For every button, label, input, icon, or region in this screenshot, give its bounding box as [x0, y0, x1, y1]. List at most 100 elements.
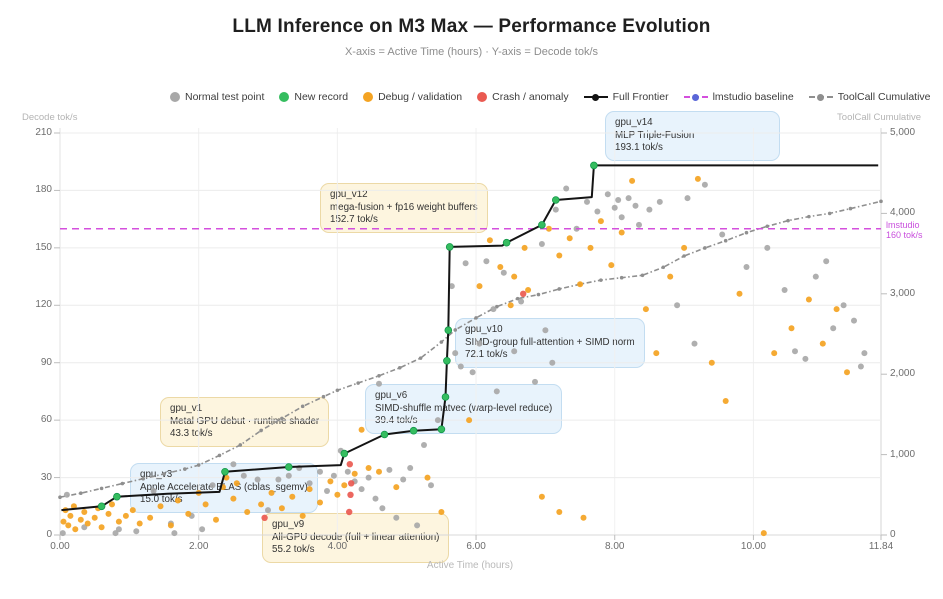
scatter-point	[840, 302, 847, 309]
scatter-point	[317, 468, 323, 475]
scatter-point	[133, 528, 140, 535]
legend-label: lmstudio baseline	[712, 91, 794, 103]
scatter-point	[694, 175, 701, 182]
scatter-point	[136, 520, 143, 527]
scatter-point	[629, 177, 636, 184]
legend-label: New record	[294, 91, 349, 103]
legend-item[interactable]: lmstudio baseline	[683, 91, 794, 103]
scatter-point	[209, 482, 216, 489]
scatter-point	[788, 325, 795, 332]
toolcall-marker	[397, 365, 402, 370]
legend-item[interactable]: Full Frontier	[583, 91, 669, 103]
scatter-point	[584, 198, 590, 205]
toolcall-marker	[619, 275, 624, 280]
toolcall-cumulative-line	[58, 199, 883, 500]
new-record-point	[590, 161, 598, 170]
toolcall-marker	[162, 472, 166, 476]
scatter-point	[833, 306, 840, 313]
scatter-point	[265, 507, 271, 514]
toolcall-marker	[99, 486, 104, 491]
scatter-point	[115, 518, 122, 525]
toolcall-marker	[321, 394, 326, 399]
scatter-point	[844, 369, 850, 376]
scatter-point	[667, 273, 674, 280]
annotation-gpu_v9: gpu_v9 All-GPU decode (full + linear atte…	[262, 513, 450, 563]
scatter-point	[407, 465, 414, 471]
scatter-point	[438, 509, 445, 515]
new-record-point	[437, 425, 446, 434]
scatter-point	[805, 296, 812, 303]
scatter-point	[109, 501, 115, 508]
scatter-point	[760, 530, 767, 537]
scatter-point	[202, 501, 209, 508]
scatter-point	[608, 262, 615, 269]
scatter-point	[722, 398, 729, 404]
scatter-point	[656, 198, 663, 205]
scatter-point	[348, 480, 355, 487]
y-left-axis-title: Decode tok/s	[22, 112, 78, 123]
new-record-point	[443, 356, 451, 365]
scatter-point	[230, 495, 237, 502]
toolcall-marker	[744, 230, 749, 235]
scatter-point	[289, 493, 296, 500]
toolcall-marker	[765, 224, 770, 229]
scatter-point	[421, 442, 427, 448]
scatter-point	[632, 202, 639, 209]
legend-item[interactable]: Crash / anomaly	[477, 91, 569, 103]
scatter-point	[861, 350, 868, 357]
toolcall-marker	[536, 292, 541, 297]
toolcall-marker	[377, 374, 381, 378]
annotation-desc: SIMD-group full-attention + SIMD norm	[465, 336, 635, 348]
scatter-point	[708, 359, 715, 366]
scatter-point	[400, 476, 407, 483]
scatter-point	[597, 218, 604, 225]
scatter-point	[674, 302, 681, 309]
scatter-point	[476, 340, 483, 347]
scatter-point	[346, 461, 353, 468]
new-record-point	[444, 326, 453, 335]
scatter-point	[365, 465, 372, 471]
legend-item[interactable]: ToolCall Cumulative	[808, 91, 931, 103]
scatter-point	[393, 484, 400, 491]
legend-item[interactable]: Normal test point	[170, 91, 264, 103]
scatter-point	[115, 526, 122, 533]
scatter-point	[719, 231, 726, 238]
debug-validation-points	[60, 175, 850, 537]
scatter-point	[552, 206, 559, 213]
scatter-point	[625, 195, 632, 202]
annotation-id: gpu_v10	[465, 324, 503, 335]
scatter-point	[646, 206, 653, 213]
toolcall-marker	[640, 273, 645, 278]
scatter-point	[330, 472, 337, 479]
toolcall-marker	[879, 199, 883, 204]
annotation-value: 72.1 tok/s	[465, 349, 508, 360]
scatter-point	[379, 505, 386, 512]
scatter-point	[317, 499, 323, 506]
scatter-point	[77, 516, 84, 523]
annotation-value: 152.7 tok/s	[330, 214, 378, 225]
scatter-point	[577, 281, 584, 288]
scatter-point	[147, 514, 154, 521]
new-record-point	[284, 463, 293, 471]
legend-line-icon	[808, 92, 833, 102]
scatter-point	[129, 507, 136, 514]
scatter-point	[306, 480, 313, 487]
scatter-point	[324, 488, 330, 494]
toolcall-marker	[453, 328, 458, 332]
toolcall-marker	[141, 476, 146, 481]
scatter-point	[781, 287, 788, 293]
scatter-point	[372, 495, 379, 502]
annotation-value: 193.1 tok/s	[615, 142, 663, 153]
toolcall-marker	[259, 428, 263, 433]
scatter-point	[171, 530, 178, 537]
scatter-point	[802, 355, 809, 362]
legend-item[interactable]: Debug / validation	[363, 91, 462, 103]
scatter-point	[285, 472, 292, 479]
legend-item[interactable]: New record	[279, 91, 348, 103]
scatter-point	[67, 512, 74, 519]
toolcall-marker	[356, 381, 360, 385]
scatter-point	[268, 489, 275, 496]
new-record-point	[97, 502, 106, 511]
scatter-point	[611, 204, 618, 211]
scatter-point	[538, 241, 545, 247]
